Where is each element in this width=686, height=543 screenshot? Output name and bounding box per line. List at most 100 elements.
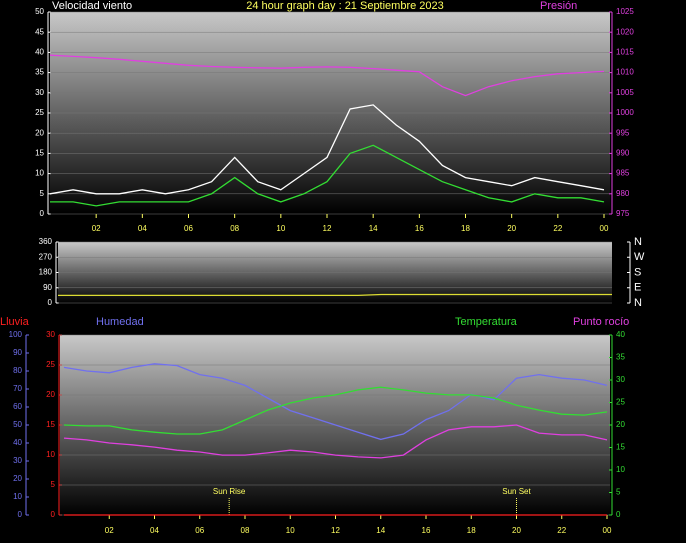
y2-tick-label: S xyxy=(634,266,641,278)
y-tick-label: 90 xyxy=(43,283,52,292)
y2-tick-label: 40 xyxy=(616,330,625,339)
y2-tick-label: 990 xyxy=(616,149,630,158)
y-tick-label: 10 xyxy=(46,450,55,459)
x-tick-label: 06 xyxy=(195,526,204,535)
x-tick-label: 06 xyxy=(184,224,193,233)
series-line xyxy=(49,104,605,195)
y2-tick-label: 1020 xyxy=(616,27,634,36)
x-tick-label: 22 xyxy=(553,224,562,233)
x-tick-label: 04 xyxy=(138,224,147,233)
y-tick-label: 30 xyxy=(35,88,44,97)
title: 24 hour graph day : 21 Septiembre 2023 xyxy=(246,0,444,12)
series-line xyxy=(50,144,605,207)
y3-tick-label: 10 xyxy=(13,492,22,501)
annotation: Sun Set xyxy=(502,487,531,496)
y-tick-label: 15 xyxy=(46,420,55,429)
x-tick-label: 16 xyxy=(415,224,424,233)
x-tick-label: 10 xyxy=(276,224,285,233)
y2-tick-label: 30 xyxy=(616,375,625,384)
y-tick-label: 10 xyxy=(35,169,44,178)
legend-entry: Humedad xyxy=(96,316,144,328)
y-tick-label: 25 xyxy=(46,360,55,369)
y2-tick-label: 1015 xyxy=(616,48,634,57)
y2-tick-label: 15 xyxy=(616,443,625,452)
y-tick-label: 20 xyxy=(46,390,55,399)
y-tick-label: 5 xyxy=(51,480,56,489)
y-tick-label: 0 xyxy=(51,510,56,519)
y2-tick-label: 1010 xyxy=(616,68,634,77)
y-tick-label: 15 xyxy=(35,149,44,158)
x-tick-label: 14 xyxy=(369,224,378,233)
x-tick-label: 22 xyxy=(557,526,566,535)
legend-entry: Temperatura xyxy=(455,316,518,328)
x-tick-label: 02 xyxy=(92,224,101,233)
y-axis-label: Velocidad viento xyxy=(52,0,132,12)
y-tick-label: 35 xyxy=(35,68,44,77)
series-line xyxy=(63,386,608,435)
x-tick-label: 18 xyxy=(461,224,470,233)
y-tick-label: 45 xyxy=(35,27,44,36)
y2-tick-label: N xyxy=(634,297,642,309)
y-tick-label: 180 xyxy=(39,268,53,277)
y-tick-label: 5 xyxy=(40,189,45,198)
y2-tick-label: 1005 xyxy=(616,88,634,97)
y3-tick-label: 50 xyxy=(13,420,22,429)
y2-tick-label: 25 xyxy=(616,398,625,407)
y3-tick-label: 0 xyxy=(18,510,23,519)
y2-tick-label: 985 xyxy=(616,169,630,178)
x-tick-label: 12 xyxy=(323,224,332,233)
series-line xyxy=(63,424,608,459)
y3-tick-label: 20 xyxy=(13,474,22,483)
y3-tick-label: 80 xyxy=(13,366,22,375)
y2-tick-label: 10 xyxy=(616,465,625,474)
y2-tick-label: 35 xyxy=(616,353,625,362)
y3-tick-label: 70 xyxy=(13,384,22,393)
y2-tick-label: 1025 xyxy=(616,7,634,16)
x-tick-label: 04 xyxy=(150,526,159,535)
y3-tick-label: 40 xyxy=(13,438,22,447)
x-tick-label: 00 xyxy=(600,224,609,233)
x-tick-label: 16 xyxy=(422,526,431,535)
y3-tick-label: 100 xyxy=(9,330,23,339)
x-tick-label: 10 xyxy=(286,526,295,535)
x-tick-label: 12 xyxy=(331,526,340,535)
y-tick-label: 360 xyxy=(39,237,53,246)
y2-tick-label: N xyxy=(634,236,642,248)
y-tick-label: 30 xyxy=(46,330,55,339)
y2-tick-label: E xyxy=(634,282,641,294)
y2-axis-label: Presión xyxy=(540,0,577,12)
x-tick-label: 00 xyxy=(603,526,612,535)
y2-tick-label: 995 xyxy=(616,128,630,137)
x-tick-label: 08 xyxy=(230,224,239,233)
y-tick-label: 0 xyxy=(48,298,53,307)
y-tick-label: 40 xyxy=(35,48,44,57)
y-tick-label: 50 xyxy=(35,7,44,16)
x-tick-label: 08 xyxy=(241,526,250,535)
series-line xyxy=(63,363,608,441)
y-tick-label: 25 xyxy=(35,108,44,117)
series-line xyxy=(58,293,612,297)
annotation: Sun Rise xyxy=(213,487,246,496)
y2-tick-label: 0 xyxy=(616,510,621,519)
y-tick-label: 270 xyxy=(39,252,53,261)
y2-tick-label: 975 xyxy=(616,209,630,218)
x-tick-label: 20 xyxy=(507,224,516,233)
y2-tick-label: 980 xyxy=(616,189,630,198)
x-tick-label: 20 xyxy=(512,526,521,535)
y2-tick-label: 20 xyxy=(616,420,625,429)
y-tick-label: 0 xyxy=(40,209,45,218)
y-tick-label: 20 xyxy=(35,128,44,137)
x-tick-label: 18 xyxy=(467,526,476,535)
legend-entry: Lluvia xyxy=(0,316,30,328)
legend-entry: Punto rocío xyxy=(573,316,629,328)
y3-tick-label: 60 xyxy=(13,402,22,411)
x-tick-label: 14 xyxy=(376,526,385,535)
y2-tick-label: 1000 xyxy=(616,108,634,117)
y2-tick-label: W xyxy=(634,251,645,263)
y3-tick-label: 30 xyxy=(13,456,22,465)
x-tick-label: 02 xyxy=(105,526,114,535)
y3-tick-label: 90 xyxy=(13,348,22,357)
y2-tick-label: 5 xyxy=(616,488,621,497)
series-line xyxy=(49,54,605,97)
